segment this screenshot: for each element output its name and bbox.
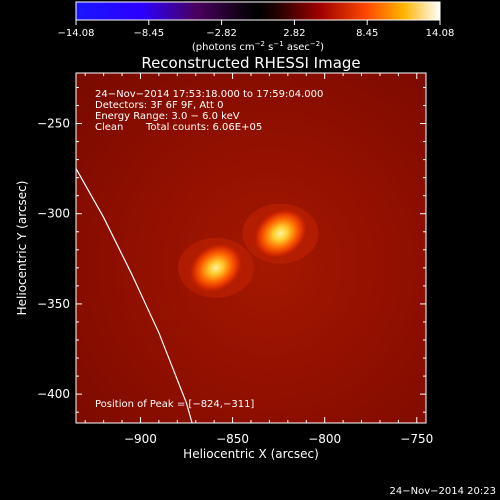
annotation-clean: Clean: [95, 122, 123, 133]
y-axis-label: Heliocentric Y (arcsec): [15, 181, 29, 316]
annotation-detectors: Detectors: 3F 6F 9F, Att 0: [95, 100, 223, 111]
colorbar: [75, 1, 441, 21]
y-tick-label: −300: [37, 207, 70, 221]
colorbar-tick-label: −14.08: [57, 28, 94, 39]
colorbar-tick-label: 14.08: [426, 28, 455, 39]
colorbar-tick-label: 2.82: [283, 28, 305, 39]
source-blob: [252, 207, 309, 260]
annotation-energy-range: Energy Range: 3.0 − 6.0 keV: [95, 111, 240, 122]
x-axis-label: Heliocentric X (arcsec): [183, 447, 319, 461]
annotation-peak-position: Position of Peak = [−824,−311]: [95, 399, 254, 410]
annotation-total-counts: Total counts: 6.06E+05: [145, 122, 262, 133]
x-tick-label: −850: [216, 432, 249, 446]
colorbar-tick-label: 8.45: [356, 28, 378, 39]
annotation-time-range: 24−Nov−2014 17:53:18.000 to 17:59:04.000: [95, 89, 323, 100]
y-tick-label: −250: [37, 117, 70, 131]
colorbar-tick-label: −8.45: [133, 28, 164, 39]
x-tick-label: −900: [124, 432, 157, 446]
solar-limb-curve: [76, 168, 193, 423]
x-tick-label: −800: [308, 432, 341, 446]
colorbar-unit: (photons cm−2 s−1 asec−2): [192, 40, 324, 53]
colorbar-tick-label: −2.82: [206, 28, 237, 39]
y-tick-label: −350: [37, 297, 70, 311]
footer-timestamp: 24−Nov−2014 20:23: [390, 486, 496, 497]
x-tick-label: −750: [400, 432, 433, 446]
y-tick-label: −400: [37, 387, 70, 401]
source-blob: [187, 241, 245, 294]
colorbar-ticks: [75, 20, 441, 25]
chart-title: Reconstructed RHESSI Image: [141, 54, 360, 72]
